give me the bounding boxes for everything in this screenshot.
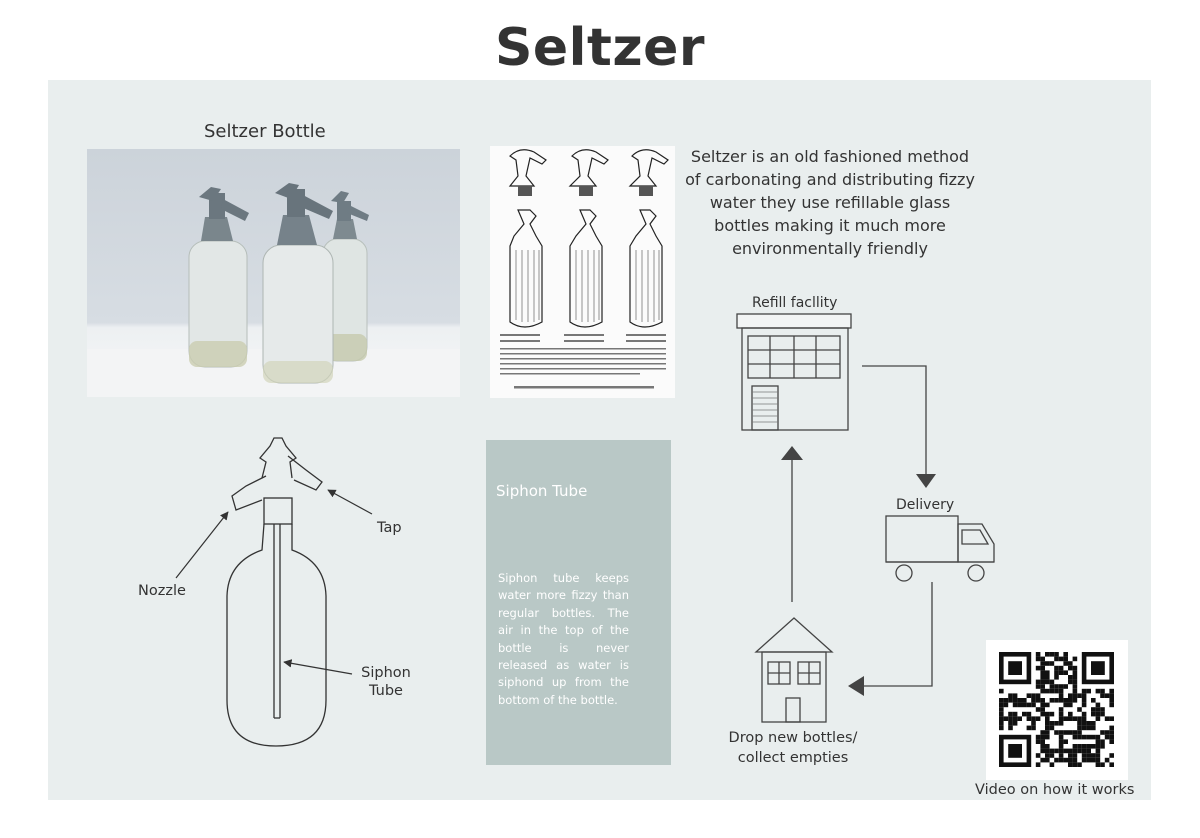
tap-label: Tap [377,520,402,536]
bottle-label-arrows [175,489,373,675]
siphon-tube-label: Siphon Tube [361,665,411,699]
qr-code-icon [999,652,1114,767]
arrow-down-icon [916,474,936,488]
seltzer-description: Seltzer is an old fashioned method of ca… [685,147,975,258]
nozzle-label: Nozzle [138,583,186,599]
bottle-heading: Seltzer Bottle [204,121,326,142]
building-icon [736,313,852,431]
drop-collect-label: Drop new bottles/ collect empties [728,730,858,766]
catalog-illustration [490,146,675,398]
qr-caption: Video on how it works [975,782,1135,798]
bottles-photo-illustration [87,183,460,397]
qr-code[interactable] [986,640,1128,780]
page-title: Seltzer [494,18,706,78]
cycle-arrowheads [781,446,936,696]
bottles-photo [87,149,460,397]
refill-to-delivery-line [862,365,927,474]
arrow-left-icon [848,676,864,696]
photo-bottle-front [262,183,334,384]
bottle-line-drawing [226,437,327,747]
house-icon [754,617,834,723]
photo-bottle-back [322,191,369,362]
delivery-to-house-line [864,582,933,687]
tap-pointer [327,489,373,515]
photo-bottle-left [188,187,249,368]
siphon-card-body: Siphon tube keeps water more fizzy than … [498,571,629,707]
refill-facility-label: Refill facllity [752,295,838,311]
nozzle-pointer [175,511,229,579]
arrow-up-icon [781,446,803,460]
catalog-engraving [500,149,669,389]
siphon-card-title: Siphon Tube [496,482,588,500]
delivery-label: Delivery [896,497,955,513]
siphon-info-card [486,440,671,765]
cycle-arrows [791,365,933,687]
siphon-pointer [283,659,353,675]
truck-icon [885,515,995,582]
